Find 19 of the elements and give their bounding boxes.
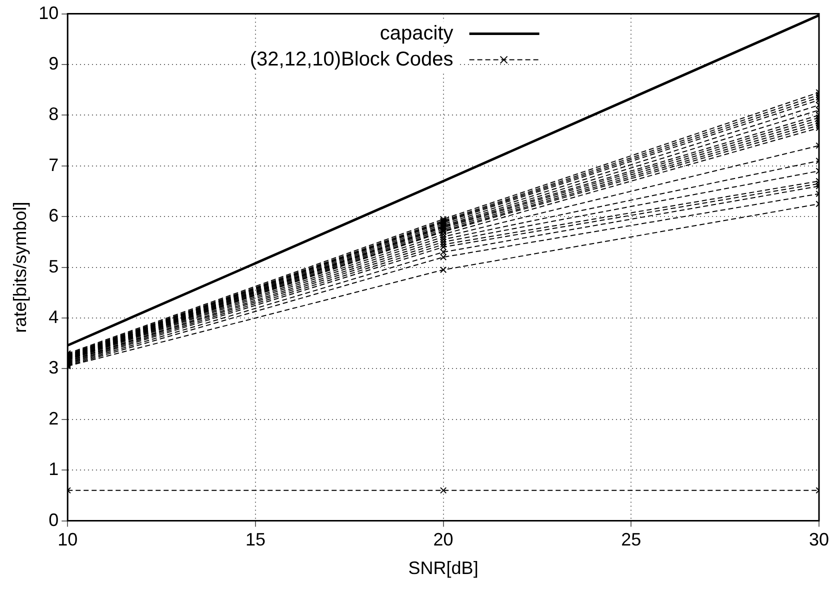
- y-tick-label: 1: [48, 459, 59, 480]
- x-tick-label: 15: [245, 530, 266, 550]
- legend-label: (32,12,10)Block Codes: [250, 48, 454, 70]
- y-tick-label: 8: [48, 104, 59, 124]
- y-tick-label: 9: [48, 53, 59, 74]
- x-tick-label: 25: [621, 530, 642, 550]
- y-tick-label: 3: [48, 358, 59, 378]
- y-axis-title: rate[bits/symbol]: [10, 202, 30, 333]
- legend-label: capacity: [380, 22, 454, 44]
- y-tick-label: 2: [48, 408, 59, 428]
- y-tick-label: 5: [48, 256, 59, 276]
- x-axis-title: SNR[dB]: [408, 558, 478, 578]
- x-tick-label: 20: [433, 530, 454, 550]
- y-tick-label: 0: [48, 510, 59, 530]
- y-tick-label: 10: [38, 2, 59, 23]
- x-tick-label: 30: [808, 530, 830, 550]
- y-tick-label: 4: [48, 306, 59, 327]
- y-tick-label: 7: [48, 154, 59, 175]
- y-tick-label: 6: [48, 206, 59, 226]
